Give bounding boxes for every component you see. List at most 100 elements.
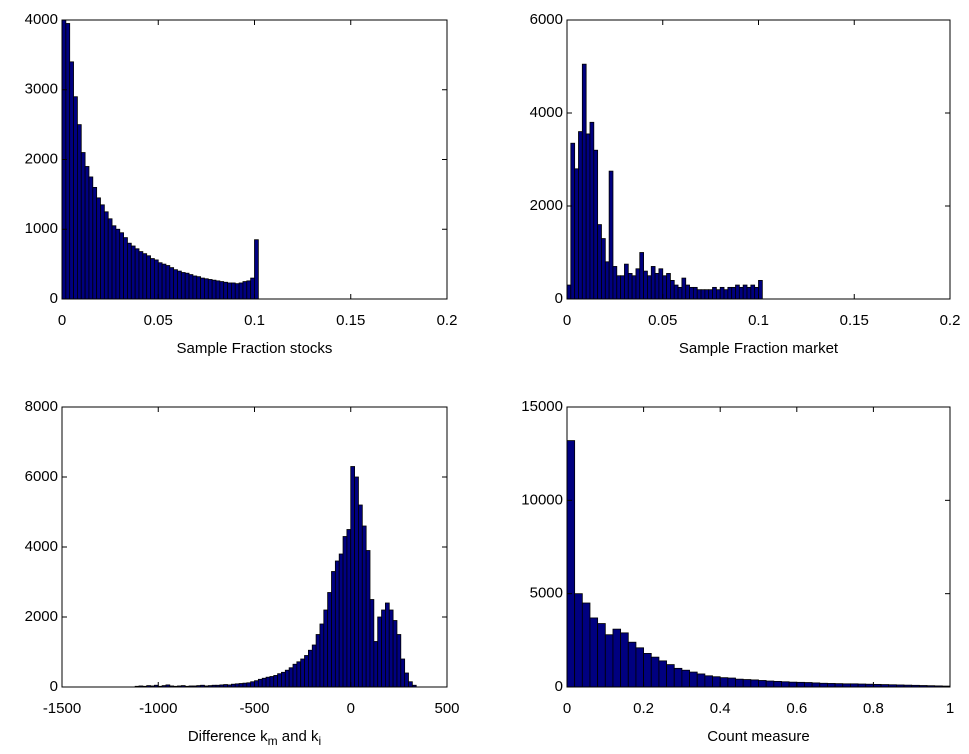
- bar: [627, 641, 637, 688]
- bar: [234, 283, 240, 300]
- bar: [689, 286, 694, 300]
- bar: [700, 289, 706, 300]
- bar: [334, 560, 340, 688]
- bar: [796, 681, 805, 688]
- x-tick-label: 0.15: [336, 312, 365, 329]
- bar: [119, 232, 124, 300]
- bar: [696, 289, 702, 300]
- bar: [207, 279, 213, 300]
- bar: [689, 671, 698, 688]
- bar: [142, 253, 148, 300]
- bar: [269, 676, 275, 688]
- bar: [92, 186, 98, 300]
- bar: [704, 289, 710, 300]
- y-tick-label: 0: [555, 290, 563, 307]
- x-axis-label-subscript: m: [268, 734, 278, 748]
- bar: [304, 655, 309, 688]
- bar: [658, 268, 664, 300]
- bar: [273, 675, 278, 688]
- x-axis-label: Difference km and ki: [188, 728, 321, 748]
- bar: [107, 218, 113, 300]
- bar: [161, 263, 167, 300]
- bar: [319, 623, 325, 688]
- bar: [727, 286, 733, 300]
- bar: [230, 282, 236, 300]
- bar: [196, 276, 201, 300]
- bar: [712, 676, 721, 688]
- bar: [381, 609, 386, 688]
- x-tick-label: 0.1: [748, 312, 769, 329]
- y-tick-label: 0: [50, 290, 58, 307]
- bar: [719, 677, 729, 688]
- subplot: 0 0.2 0.4 0.6 0.8 1 0 5000 10000 15000 Count measu…: [521, 398, 954, 745]
- bar: [620, 632, 629, 688]
- y-tick-label: 4000: [25, 538, 58, 555]
- bar: [566, 440, 576, 688]
- bar: [612, 266, 618, 300]
- x-tick-label: 0.05: [144, 312, 173, 329]
- x-axis-label: Sample Fraction market: [679, 340, 839, 357]
- bar: [250, 277, 255, 300]
- bar: [73, 96, 78, 300]
- bar: [750, 679, 759, 688]
- bar: [277, 673, 282, 688]
- bar: [643, 653, 652, 688]
- bar: [604, 261, 610, 300]
- bar: [281, 671, 286, 688]
- bar: [581, 63, 587, 300]
- bar: [88, 176, 94, 300]
- bar: [192, 275, 198, 300]
- bar: [788, 681, 798, 688]
- bar: [377, 616, 382, 688]
- y-tick-label: 15000: [521, 398, 563, 415]
- y-tick-label: 2000: [25, 150, 58, 167]
- bar: [327, 592, 332, 688]
- bar: [670, 279, 675, 300]
- x-tick-label: 0.15: [840, 312, 869, 329]
- x-tick-label: 1: [946, 700, 954, 717]
- bar: [250, 681, 255, 688]
- subplot: 0 0.05 0.1 0.15 0.2 0 2000 4000 6000 Sample Fract…: [530, 11, 961, 357]
- bar: [219, 281, 225, 300]
- bar: [188, 274, 194, 300]
- x-tick-label: 0: [563, 312, 571, 329]
- bar: [354, 476, 359, 688]
- x-tick-label: -1000: [139, 700, 177, 717]
- bar: [323, 609, 329, 688]
- bar: [215, 280, 221, 300]
- bar: [608, 170, 614, 300]
- y-tick-label: 8000: [25, 398, 58, 415]
- axes-box: [566, 19, 951, 300]
- bar: [811, 682, 821, 688]
- bar: [77, 124, 82, 300]
- bar: [311, 644, 317, 688]
- bar: [758, 279, 763, 300]
- bar: [138, 251, 144, 300]
- bar: [750, 284, 756, 300]
- bar: [635, 268, 641, 300]
- bar: [585, 133, 591, 300]
- subplot: -1500 -1000 -500 0 500 0 2000 4000 6000 8000 Diffe…: [25, 398, 460, 748]
- bar: [604, 634, 614, 688]
- x-tick-label: 500: [434, 700, 459, 717]
- bar: [692, 286, 698, 300]
- bar: [358, 504, 363, 688]
- bar: [616, 275, 622, 300]
- bar: [723, 289, 729, 300]
- bar: [627, 273, 633, 300]
- bar: [130, 245, 136, 300]
- bar: [677, 286, 683, 300]
- bar: [254, 680, 259, 688]
- x-axis-label-subscript: i: [318, 734, 321, 748]
- bar: [727, 677, 736, 688]
- bar: [211, 279, 217, 300]
- bar: [288, 667, 294, 688]
- bar: [647, 275, 652, 300]
- bar: [589, 121, 595, 300]
- bar: [150, 258, 155, 300]
- bar: [781, 681, 790, 688]
- y-tick-label: 4000: [530, 104, 563, 121]
- bar: [157, 262, 163, 300]
